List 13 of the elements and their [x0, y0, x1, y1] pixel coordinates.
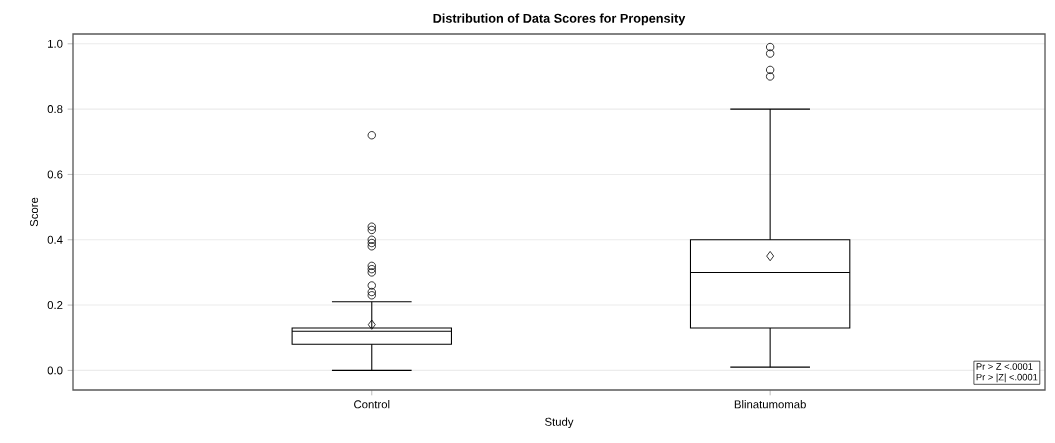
x-tick-label: Control [354, 400, 390, 409]
y-tick-label: 1.0 [48, 39, 63, 48]
x-axis-title: Study [545, 417, 574, 429]
y-tick-label: 0.2 [47, 301, 63, 310]
annotation: Pr > Z <.0001 [976, 363, 1033, 370]
y-axis-title: Score [30, 197, 39, 227]
chart-title: Distribution of Data Scores for Propensity [433, 13, 686, 26]
y-tick-label: 0.6 [47, 170, 63, 179]
x-tick-label: Blinatumomab [734, 400, 806, 409]
y-tick-label: 0.8 [47, 105, 63, 114]
annotation: Pr > |Z| <.0001 [976, 373, 1038, 383]
y-tick-label: 0.4 [47, 235, 63, 244]
y-tick-label: 0.0 [47, 366, 63, 375]
